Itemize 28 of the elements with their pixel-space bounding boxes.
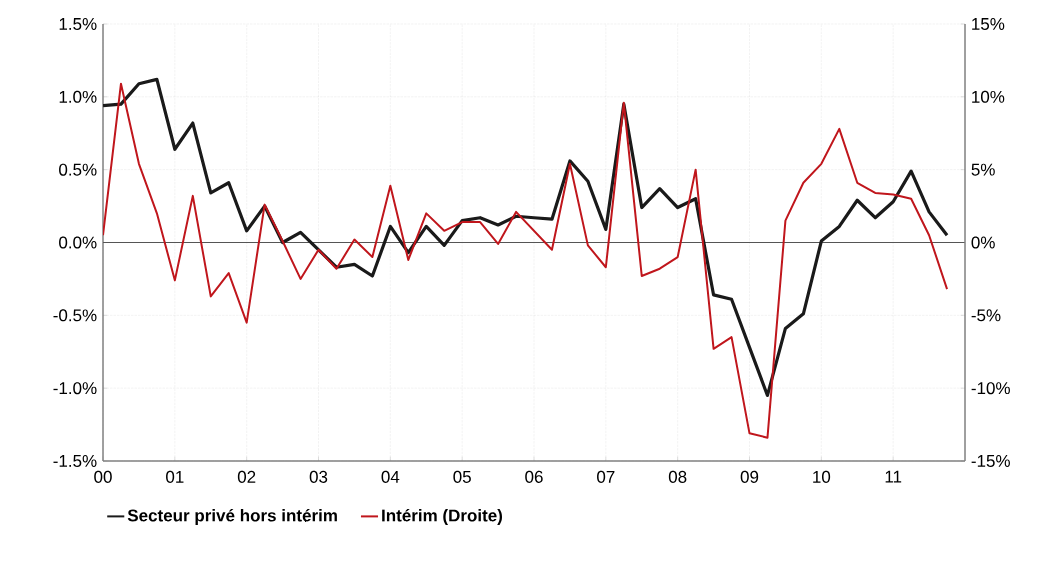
y-tick-label: 1.0% [59,90,97,103]
x-tick-label: 10 [813,470,831,483]
x-tick-label: 07 [597,470,615,483]
x-tick-label: 01 [166,470,184,483]
y2-tick-label: 15% [972,18,1005,30]
x-tick-label: 03 [309,470,328,483]
x-tick-label: 06 [525,470,543,483]
x-tick-label: 05 [453,470,471,483]
x-tick-label: 04 [381,470,400,483]
y-tick-label: -1.5% [53,455,97,467]
y2-tick-label: 5% [971,163,995,176]
y2-tick-label: -10% [971,382,1010,395]
y-tick-label: 0.5% [59,163,97,176]
y2-tick-label: 0% [971,236,995,249]
legend-label: Intérim (Droite) [382,508,503,525]
y-tick-label: -1.0% [53,382,97,395]
y-tick-label: 0.0% [59,236,97,249]
x-tick-label: 08 [668,470,687,483]
x-tick-label: 02 [237,470,256,483]
x-tick-label: 00 [94,470,112,483]
x-tick-label: 11 [885,470,902,483]
y2-tick-label: -5% [971,309,1001,322]
y2-tick-label: -15% [971,455,1010,467]
y-tick-label: -0.5% [53,309,97,322]
x-tick-label: 09 [740,470,759,483]
legend-label: Secteur privé hors intérim [127,508,337,525]
y2-tick-label: 10% [972,90,1005,103]
y-tick-label: 1.5% [59,18,97,30]
